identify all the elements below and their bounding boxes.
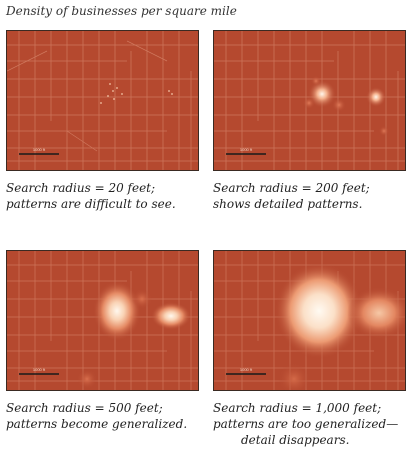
caption-panel-1: Search radius = 20 feet; patterns are di…: [6, 181, 176, 211]
density-map-2: 1000 ft: [214, 31, 405, 170]
scale-bar: 1000 ft: [226, 147, 266, 155]
density-map-panel-4: 1000 ft: [213, 250, 406, 391]
density-map-3: 1000 ft: [7, 251, 198, 390]
street-network: [214, 31, 405, 170]
scale-bar: 1000 ft: [226, 367, 266, 375]
scale-label: 1000 ft: [33, 147, 46, 152]
density-map-panel-2: 1000 ft: [213, 30, 406, 171]
scale-label: 1000 ft: [240, 367, 253, 372]
street-network: [7, 31, 198, 170]
density-hotspots: [77, 281, 191, 389]
density-map-panel-1: 1000 ft: [6, 30, 199, 171]
density-hotspots: [303, 76, 389, 136]
density-map-panel-3: 1000 ft: [6, 250, 199, 391]
scale-bar: 1000 ft: [19, 147, 59, 155]
scale-bar: 1000 ft: [19, 367, 59, 375]
business-points: [100, 83, 173, 104]
density-hotspots: [275, 263, 405, 390]
figure-title: Density of businesses per square mile: [6, 4, 237, 18]
caption-panel-2: Search radius = 200 feet; shows detailed…: [213, 181, 370, 211]
density-map-1: 1000 ft: [7, 31, 198, 170]
scale-label: 1000 ft: [33, 367, 46, 372]
density-map-4: 1000 ft: [214, 251, 405, 390]
scale-label: 1000 ft: [240, 147, 253, 152]
caption-panel-4: Search radius = 1,000 feet; patterns are…: [213, 401, 399, 447]
caption-panel-3: Search radius = 500 feet; patterns becom…: [6, 401, 188, 431]
